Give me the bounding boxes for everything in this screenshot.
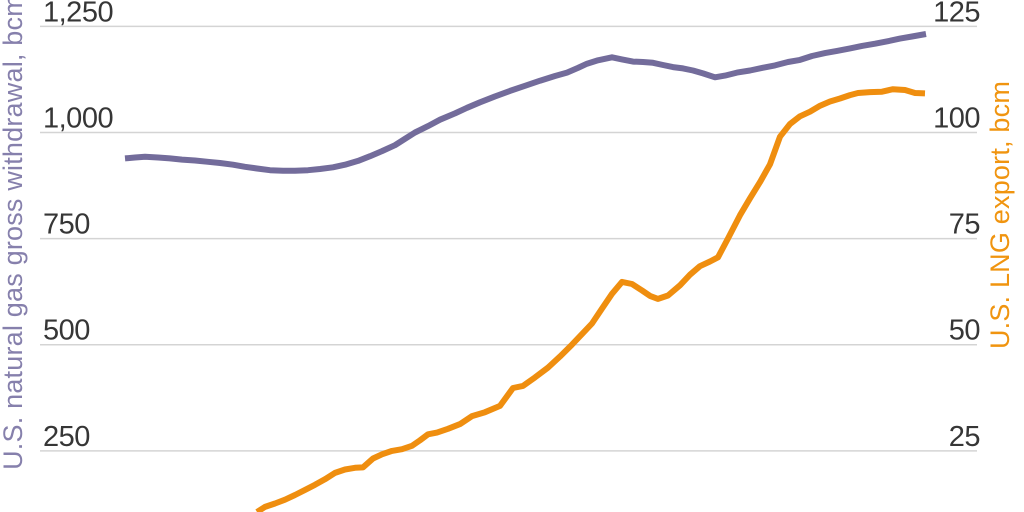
left-tick-label: 1,250 — [43, 0, 113, 28]
series-lines — [124, 31, 927, 512]
right-axis-title: U.S. LNG export, bcm — [985, 81, 1015, 349]
right-tick-label: 125 — [933, 0, 980, 28]
right-tick-label: 50 — [949, 315, 980, 347]
gridlines — [40, 25, 977, 452]
left-axis-title: U.S. natural gas gross withdrawal, bcm — [0, 0, 28, 470]
right-tick-label: 100 — [933, 102, 980, 134]
left-tick-label: 1,000 — [43, 102, 113, 134]
left-tick-label: 250 — [43, 421, 90, 453]
right-tick-label: 25 — [949, 421, 980, 453]
lng-export-line — [255, 86, 926, 512]
tick-labels: 1,250 125 1,000 100 750 75 500 50 250 25 — [43, 0, 981, 453]
withdrawal-line — [124, 31, 927, 174]
right-tick-label: 75 — [949, 209, 980, 241]
left-tick-label: 750 — [43, 209, 90, 241]
left-tick-label: 500 — [43, 315, 90, 347]
